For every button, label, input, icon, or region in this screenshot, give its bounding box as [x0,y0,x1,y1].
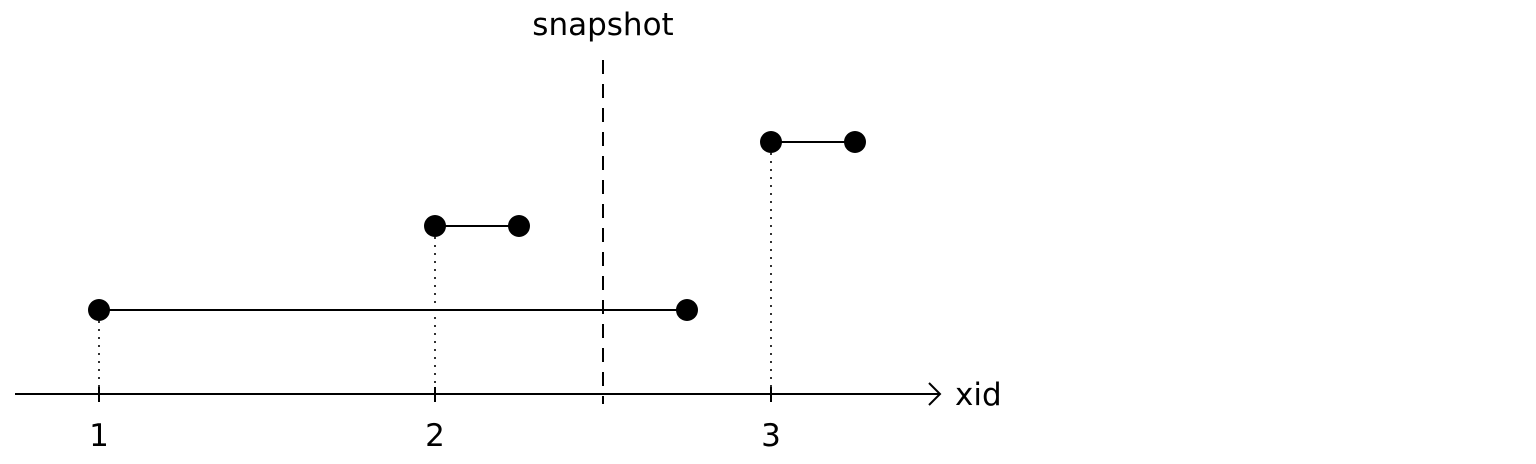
interval-1-start-point [88,299,110,321]
interval-3-start-point [760,131,782,153]
tick-label-3: 3 [761,418,781,454]
interval-2-start-point [424,215,446,237]
row-version-intervals [88,131,866,390]
xid-axis-label: xid [955,377,1002,413]
axis-ticks: 1 2 3 [89,387,781,454]
interval-1-end-point [676,299,698,321]
interval-3-end-point [844,131,866,153]
xid-axis-arrowhead [928,382,942,406]
tick-label-2: 2 [425,418,445,454]
snapshot-label: snapshot [532,7,673,43]
interval-2-end-point [508,215,530,237]
tick-label-1: 1 [89,418,109,454]
